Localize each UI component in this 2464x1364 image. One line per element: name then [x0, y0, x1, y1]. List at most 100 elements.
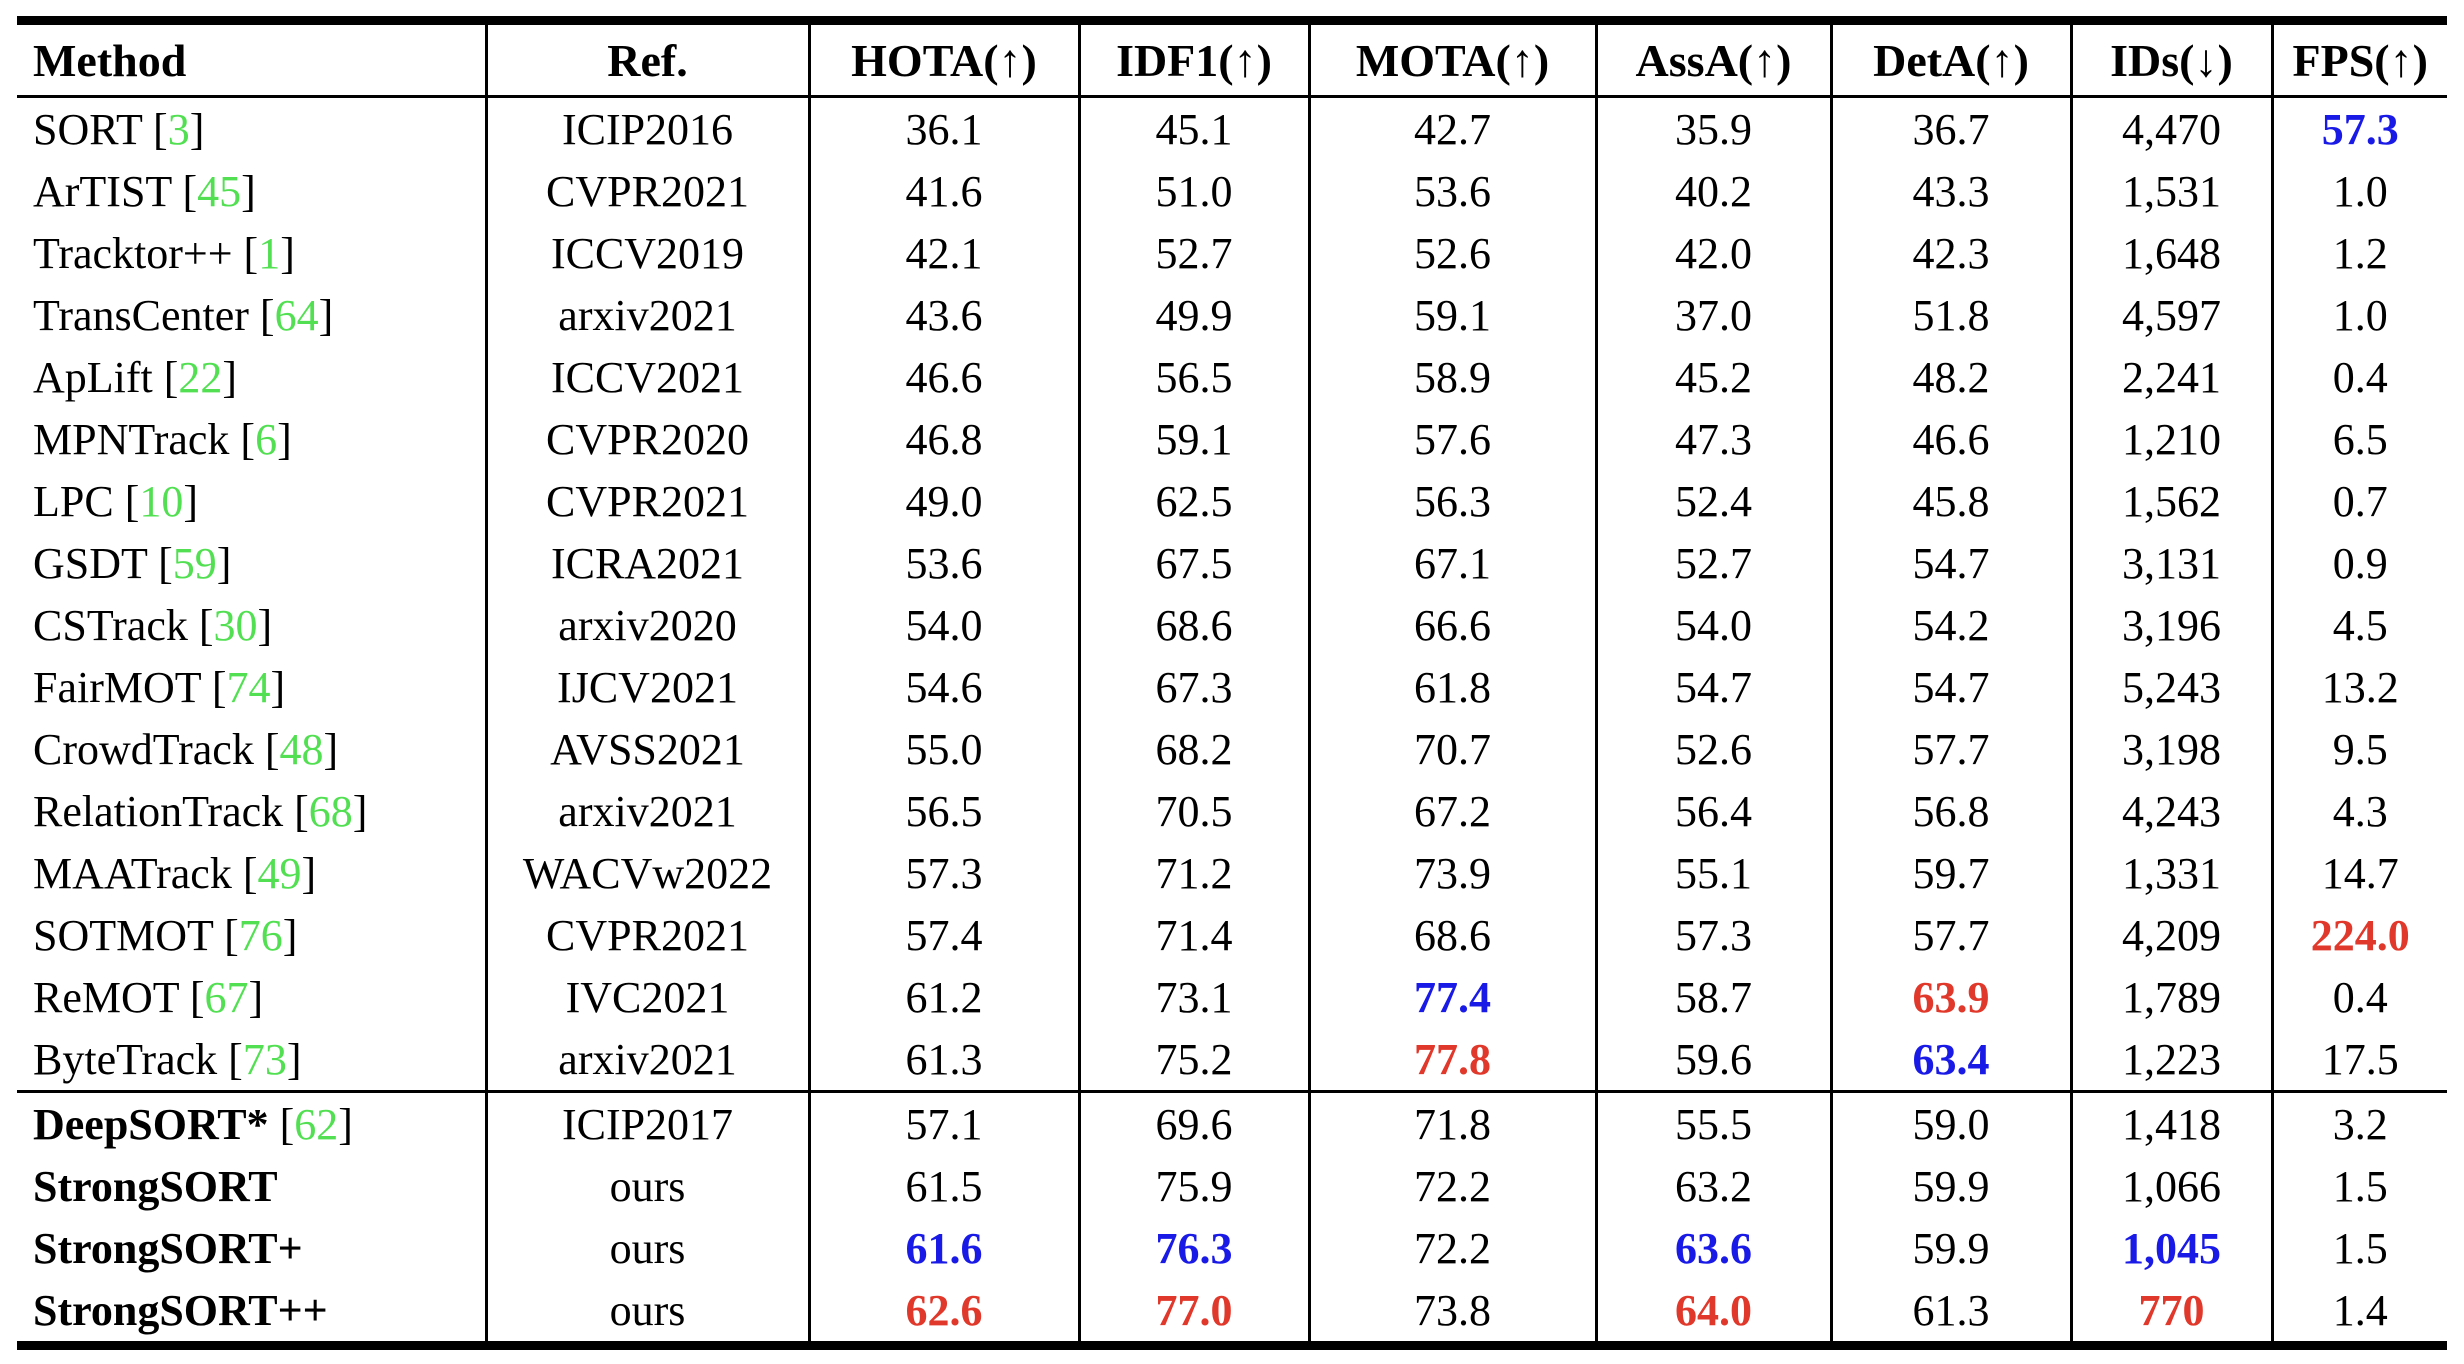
citation-number: 67 — [204, 972, 249, 1022]
metric-cell-assa: 55.5 — [1594, 1091, 1831, 1155]
metric-cell-assa: 54.7 — [1594, 656, 1831, 718]
metric-cell-idf1: 71.4 — [1077, 904, 1309, 966]
metric-cell-deta: 42.3 — [1829, 222, 2071, 284]
table-row: ReMOT [67] IVC2021 61.2 73.1 77.4 58.7 63.9 1,7… — [17, 966, 2447, 1028]
table-row: CrowdTrack [48] AVSS2021 55.0 68.2 70.7 52.6 5… — [17, 718, 2447, 780]
metric-cell-fps: 1.5 — [2270, 1155, 2447, 1217]
citation-number: 6 — [255, 414, 278, 464]
table-row: StrongSORT+ ours 61.6 76.3 72.2 63.6 59.9 1,045… — [17, 1217, 2447, 1279]
metric-cell-hota: 43.6 — [807, 284, 1079, 346]
metric-cell-deta: 59.7 — [1829, 842, 2071, 904]
method-cell: Tracktor++ [1] — [17, 222, 486, 284]
metric-cell-ids: 4,243 — [2069, 780, 2272, 842]
metric-cell-fps: 14.7 — [2270, 842, 2447, 904]
table-row: ApLift [22] ICCV2021 46.6 56.5 58.9 45.2 48.2 2… — [17, 346, 2447, 408]
ref-cell: CVPR2021 — [484, 904, 809, 966]
ref-cell: CVPR2021 — [484, 470, 809, 532]
metric-cell-assa: 47.3 — [1594, 408, 1831, 470]
citation-bracket: [ — [142, 104, 168, 154]
table-row: TransCenter [64] arxiv2021 43.6 49.9 59.1 37.… — [17, 284, 2447, 346]
metric-cell-hota: 61.2 — [807, 966, 1079, 1028]
method-name: StrongSORT — [33, 1161, 278, 1211]
method-cell: StrongSORT — [17, 1155, 486, 1217]
table-row: RelationTrack [68] arxiv2021 56.5 70.5 67.2 5… — [17, 780, 2447, 842]
method-cell: StrongSORT+ — [17, 1217, 486, 1279]
metric-cell-idf1: 70.5 — [1077, 780, 1309, 842]
results-table: Method Ref. HOTA(↑) IDF1(↑) MOTA(↑) AssA(↑) De… — [17, 16, 2447, 1350]
metric-cell-hota: 36.1 — [807, 96, 1079, 160]
results-table-wrapper: Method Ref. HOTA(↑) IDF1(↑) MOTA(↑) AssA(↑) De… — [17, 16, 2447, 1350]
metric-cell-hota: 46.6 — [807, 346, 1079, 408]
metric-cell-ids: 3,198 — [2069, 718, 2272, 780]
ref-cell: ICIP2016 — [484, 96, 809, 160]
metric-cell-ids: 1,223 — [2069, 1028, 2272, 1092]
citation-bracket: [ — [232, 228, 259, 278]
metric-cell-mota: 70.7 — [1307, 718, 1596, 780]
ref-cell: arxiv2021 — [484, 284, 809, 346]
metric-cell-fps: 4.3 — [2270, 780, 2447, 842]
metric-cell-hota: 61.5 — [807, 1155, 1079, 1217]
metric-cell-idf1: 52.7 — [1077, 222, 1309, 284]
citation-number: 73 — [242, 1034, 287, 1084]
metric-cell-assa: 59.6 — [1594, 1028, 1831, 1092]
method-cell: ApLift [22] — [17, 346, 486, 408]
method-name: Tracktor++ — [33, 228, 233, 278]
metric-cell-fps: 6.5 — [2270, 408, 2447, 470]
metric-cell-ids: 4,597 — [2069, 284, 2272, 346]
table-row: StrongSORT++ ours 62.6 77.0 73.8 64.0 61.3 770 1… — [17, 1279, 2447, 1346]
metric-cell-fps: 13.2 — [2270, 656, 2447, 718]
metric-cell-mota: 56.3 — [1307, 470, 1596, 532]
metric-cell-mota: 77.4 — [1307, 966, 1596, 1028]
metric-cell-deta: 36.7 — [1829, 96, 2071, 160]
metric-cell-fps: 17.5 — [2270, 1028, 2447, 1092]
ref-cell: ours — [484, 1217, 809, 1279]
metric-cell-hota: 55.0 — [807, 718, 1079, 780]
metric-cell-ids: 1,531 — [2069, 160, 2272, 222]
ref-cell: CVPR2020 — [484, 408, 809, 470]
metric-cell-assa: 42.0 — [1594, 222, 1831, 284]
metric-cell-fps: 224.0 — [2270, 904, 2447, 966]
metric-cell-deta: 61.3 — [1829, 1279, 2071, 1346]
metric-cell-assa: 56.4 — [1594, 780, 1831, 842]
ref-cell: ours — [484, 1279, 809, 1346]
method-cell: LPC [10] — [17, 470, 486, 532]
table-row: ArTIST [45] CVPR2021 41.6 51.0 53.6 40.2 43.3 1… — [17, 160, 2447, 222]
metric-cell-ids: 1,648 — [2069, 222, 2272, 284]
method-name: CSTrack — [33, 600, 188, 650]
metric-cell-idf1: 51.0 — [1077, 160, 1309, 222]
ref-cell: WACVw2022 — [484, 842, 809, 904]
citation-number: 22 — [178, 352, 223, 402]
citation-bracket: [ — [178, 972, 205, 1022]
table-row: MAATrack [49] WACVw2022 57.3 71.2 73.9 55.1 59… — [17, 842, 2447, 904]
method-name: ByteTrack — [33, 1034, 218, 1084]
method-name: DeepSORT* — [33, 1099, 269, 1149]
metric-cell-deta: 59.9 — [1829, 1155, 2071, 1217]
method-cell: MPNTrack [6] — [17, 408, 486, 470]
metric-cell-assa: 40.2 — [1594, 160, 1831, 222]
method-name: FairMOT — [33, 662, 201, 712]
citation-bracket: ] — [323, 724, 339, 774]
column-header-assa: AssA(↑) — [1594, 20, 1831, 97]
ref-cell: CVPR2021 — [484, 160, 809, 222]
metric-cell-fps: 57.3 — [2270, 96, 2447, 160]
ref-cell: arxiv2021 — [484, 1028, 809, 1092]
column-header-hota: HOTA(↑) — [807, 20, 1079, 97]
metric-cell-fps: 9.5 — [2270, 718, 2447, 780]
metric-cell-fps: 1.0 — [2270, 160, 2447, 222]
method-cell: GSDT [59] — [17, 532, 486, 594]
citation-bracket: ] — [338, 1099, 353, 1149]
metric-cell-hota: 54.0 — [807, 594, 1079, 656]
metric-cell-idf1: 77.0 — [1077, 1279, 1309, 1346]
citation-bracket: ] — [301, 848, 317, 898]
metric-cell-ids: 1,418 — [2069, 1091, 2272, 1155]
method-cell: CrowdTrack [48] — [17, 718, 486, 780]
method-cell: RelationTrack [68] — [17, 780, 486, 842]
metric-cell-hota: 57.3 — [807, 842, 1079, 904]
metric-cell-fps: 0.4 — [2270, 346, 2447, 408]
citation-bracket: [ — [147, 538, 173, 588]
table-row: CSTrack [30] arxiv2020 54.0 68.6 66.6 54.0 54.… — [17, 594, 2447, 656]
method-cell: TransCenter [64] — [17, 284, 486, 346]
citation-bracket: ] — [183, 476, 199, 526]
citation-bracket: [ — [171, 166, 198, 216]
ref-cell: IVC2021 — [484, 966, 809, 1028]
